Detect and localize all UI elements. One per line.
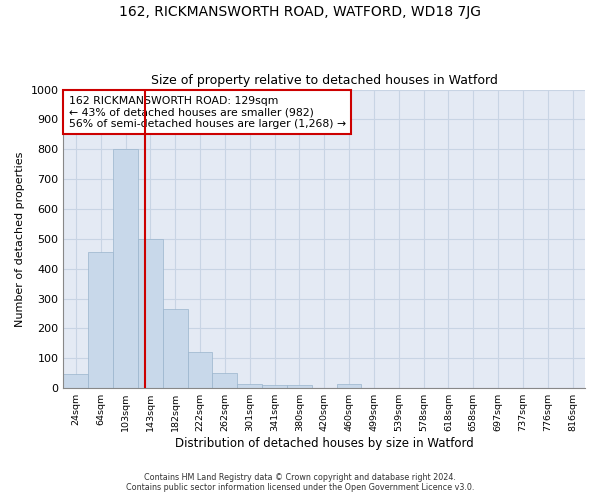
Bar <box>113 150 138 388</box>
Text: 162, RICKMANSWORTH ROAD, WATFORD, WD18 7JG: 162, RICKMANSWORTH ROAD, WATFORD, WD18 7… <box>119 5 481 19</box>
Bar <box>64 374 88 388</box>
Bar <box>287 384 312 388</box>
Y-axis label: Number of detached properties: Number of detached properties <box>15 151 25 326</box>
Bar <box>88 252 113 388</box>
Title: Size of property relative to detached houses in Watford: Size of property relative to detached ho… <box>151 74 497 87</box>
Text: 162 RICKMANSWORTH ROAD: 129sqm
← 43% of detached houses are smaller (982)
56% of: 162 RICKMANSWORTH ROAD: 129sqm ← 43% of … <box>68 96 346 128</box>
Bar <box>337 384 361 388</box>
X-axis label: Distribution of detached houses by size in Watford: Distribution of detached houses by size … <box>175 437 473 450</box>
Text: Contains HM Land Registry data © Crown copyright and database right 2024.
Contai: Contains HM Land Registry data © Crown c… <box>126 473 474 492</box>
Bar <box>163 309 188 388</box>
Bar <box>237 384 262 388</box>
Bar <box>138 239 163 388</box>
Bar <box>262 384 287 388</box>
Bar <box>188 352 212 388</box>
Bar <box>212 374 237 388</box>
